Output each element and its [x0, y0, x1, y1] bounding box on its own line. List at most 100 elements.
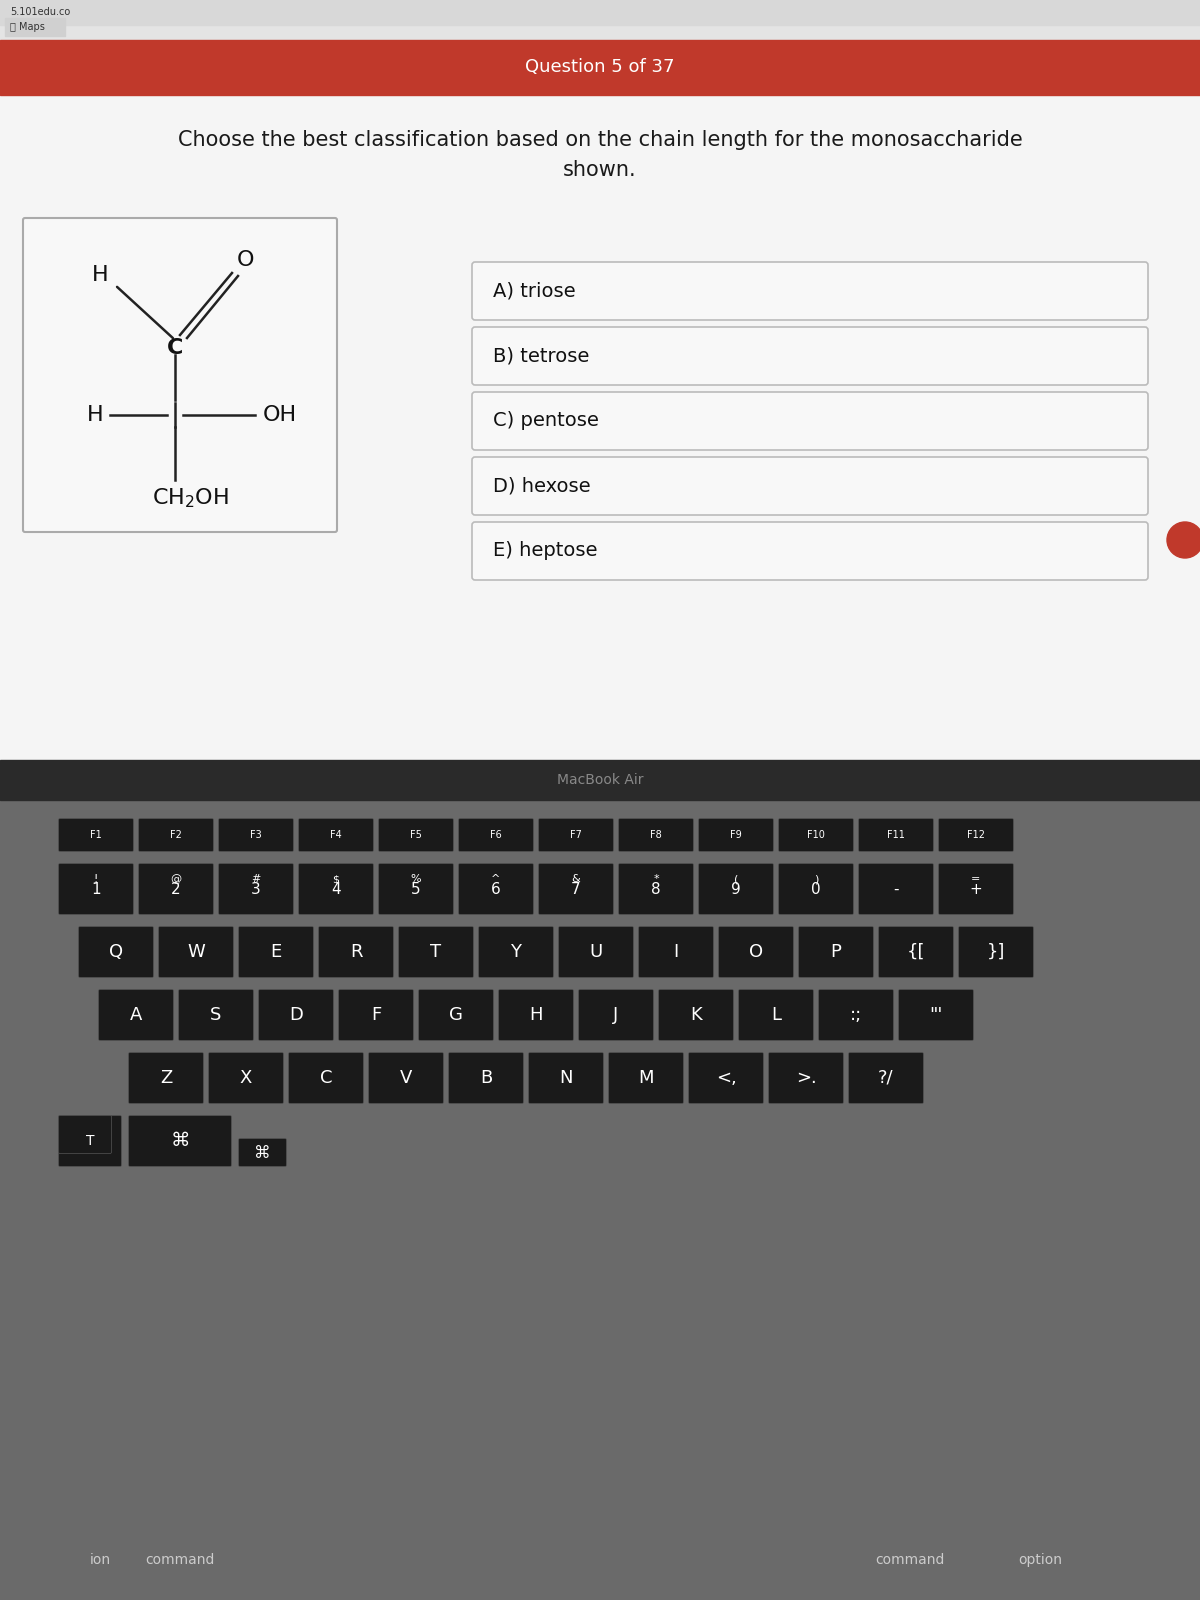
Text: A) triose: A) triose: [493, 282, 576, 301]
Text: M: M: [638, 1069, 654, 1086]
FancyBboxPatch shape: [23, 218, 337, 531]
FancyBboxPatch shape: [638, 926, 714, 978]
Text: option: option: [1018, 1554, 1062, 1566]
FancyBboxPatch shape: [258, 989, 334, 1040]
FancyBboxPatch shape: [218, 864, 294, 915]
FancyBboxPatch shape: [59, 819, 133, 851]
FancyBboxPatch shape: [558, 926, 634, 978]
FancyBboxPatch shape: [768, 1053, 844, 1104]
Text: F6: F6: [490, 830, 502, 840]
FancyBboxPatch shape: [458, 819, 534, 851]
Text: <,: <,: [715, 1069, 737, 1086]
FancyBboxPatch shape: [472, 262, 1148, 320]
Text: T: T: [431, 942, 442, 962]
Text: J: J: [613, 1006, 619, 1024]
FancyBboxPatch shape: [498, 989, 574, 1040]
Bar: [0, 40, 1200, 94]
Text: !: !: [94, 874, 98, 883]
FancyBboxPatch shape: [318, 926, 394, 978]
Text: V: V: [400, 1069, 412, 1086]
Text: {[: {[: [907, 942, 925, 962]
FancyBboxPatch shape: [938, 864, 1014, 915]
FancyBboxPatch shape: [698, 819, 774, 851]
FancyBboxPatch shape: [858, 864, 934, 915]
Text: C: C: [167, 338, 184, 358]
FancyBboxPatch shape: [179, 989, 253, 1040]
Text: #: #: [251, 874, 260, 883]
Text: 3: 3: [251, 882, 260, 896]
FancyBboxPatch shape: [78, 926, 154, 978]
Text: Choose the best classification based on the chain length for the monosaccharide
: Choose the best classification based on …: [178, 130, 1022, 179]
Bar: [0, 760, 1200, 800]
FancyBboxPatch shape: [138, 864, 214, 915]
Text: ⌘: ⌘: [254, 1144, 271, 1162]
FancyBboxPatch shape: [128, 1115, 232, 1166]
Text: W: W: [187, 942, 205, 962]
Text: &: &: [571, 874, 581, 883]
FancyBboxPatch shape: [472, 392, 1148, 450]
FancyBboxPatch shape: [472, 522, 1148, 579]
Text: F12: F12: [967, 830, 985, 840]
FancyBboxPatch shape: [689, 1053, 763, 1104]
Bar: [5, 18, 65, 35]
Bar: [0, 800, 1200, 1600]
FancyBboxPatch shape: [938, 819, 1014, 851]
Text: I: I: [673, 942, 679, 962]
Text: Y: Y: [510, 942, 522, 962]
Text: $: $: [332, 874, 340, 883]
Text: F8: F8: [650, 830, 662, 840]
Text: F4: F4: [330, 830, 342, 840]
Text: *: *: [653, 874, 659, 883]
FancyBboxPatch shape: [848, 1053, 924, 1104]
Text: ion: ion: [90, 1554, 110, 1566]
Text: ): ): [814, 874, 818, 883]
FancyBboxPatch shape: [378, 864, 454, 915]
FancyBboxPatch shape: [698, 864, 774, 915]
Text: MacBook Air: MacBook Air: [557, 773, 643, 787]
FancyBboxPatch shape: [479, 926, 553, 978]
Text: A: A: [130, 1006, 142, 1024]
Text: L: L: [772, 1006, 781, 1024]
Text: F2: F2: [170, 830, 182, 840]
FancyBboxPatch shape: [959, 926, 1033, 978]
Text: 9: 9: [731, 882, 740, 896]
FancyBboxPatch shape: [779, 819, 853, 851]
Text: C: C: [319, 1069, 332, 1086]
FancyBboxPatch shape: [239, 1139, 287, 1166]
FancyBboxPatch shape: [138, 819, 214, 851]
FancyBboxPatch shape: [608, 1053, 684, 1104]
Text: Z: Z: [160, 1069, 172, 1086]
FancyBboxPatch shape: [59, 1115, 112, 1154]
Text: O: O: [749, 942, 763, 962]
Text: :;: :;: [850, 1006, 862, 1024]
FancyBboxPatch shape: [338, 989, 414, 1040]
Text: D) hexose: D) hexose: [493, 477, 590, 496]
Text: E: E: [270, 942, 282, 962]
FancyBboxPatch shape: [798, 926, 874, 978]
Text: (: (: [734, 874, 738, 883]
Text: D: D: [289, 1006, 302, 1024]
FancyBboxPatch shape: [539, 864, 613, 915]
Text: F: F: [371, 1006, 382, 1024]
Text: ⌘: ⌘: [170, 1131, 190, 1150]
Text: F5: F5: [410, 830, 422, 840]
Text: 0: 0: [811, 882, 821, 896]
Text: C) pentose: C) pentose: [493, 411, 599, 430]
FancyBboxPatch shape: [738, 989, 814, 1040]
Text: O: O: [236, 250, 253, 270]
Bar: [0, 0, 1200, 26]
Text: B) tetrose: B) tetrose: [493, 347, 589, 365]
Text: H: H: [91, 266, 108, 285]
Text: -: -: [893, 882, 899, 896]
Text: "': "': [929, 1006, 943, 1024]
Text: >.: >.: [796, 1069, 816, 1086]
Text: %: %: [410, 874, 421, 883]
Text: U: U: [589, 942, 602, 962]
Circle shape: [1166, 522, 1200, 558]
Text: P: P: [830, 942, 841, 962]
FancyBboxPatch shape: [659, 989, 733, 1040]
Bar: [0, 94, 1200, 760]
FancyBboxPatch shape: [98, 989, 174, 1040]
Text: R: R: [349, 942, 362, 962]
Text: CH$_2$OH: CH$_2$OH: [151, 486, 228, 510]
